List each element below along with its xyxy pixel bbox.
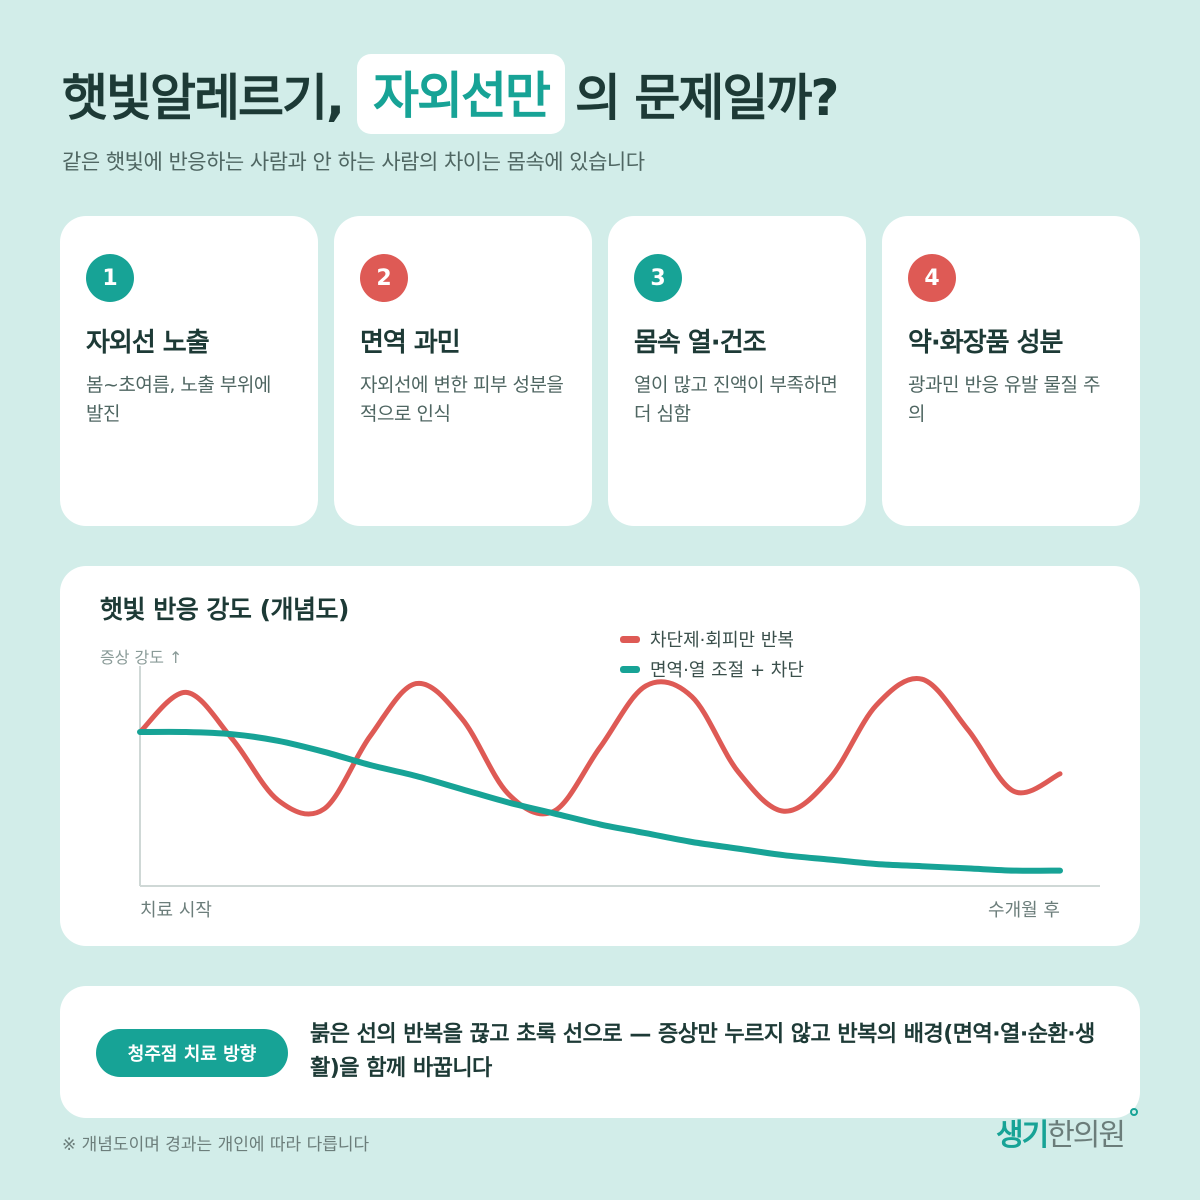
series-line-green: [137, 728, 1063, 874]
cause-card-4: 4 약·화장품 성분 광과민 반응 유발 물질 주의: [882, 216, 1140, 526]
clinic-logo: 생기한의원: [996, 1108, 1139, 1154]
treatment-label-pill: 청주점 치료 방향: [96, 1029, 288, 1077]
card-title: 약·화장품 성분: [908, 328, 1063, 358]
legend-label: 면역·열 조절 + 차단: [650, 660, 804, 681]
title-text-end: 의 문제일까?: [575, 69, 839, 127]
card-description: 열이 많고 진액이 부족하면 더 심함: [634, 374, 838, 425]
number-badge: 4: [908, 254, 956, 302]
logo-part-2: 한의원: [1047, 1118, 1126, 1153]
number-badge: 3: [634, 254, 682, 302]
x-axis-end-label: 수개월 후: [988, 900, 1060, 921]
cause-card-1: 1 자외선 노출 봄~초여름, 노출 부위에 발진: [60, 216, 318, 526]
number-badge: 1: [86, 254, 134, 302]
legend-swatch-green: [620, 665, 640, 673]
page-title: 햇빛알레르기, 자외선만 의 문제일까?: [62, 52, 839, 136]
treatment-description: 붉은 선의 반복을 끊고 초록 선으로 — 증상만 누르지 않고 반복의 배경(…: [310, 1022, 1095, 1081]
legend-swatch-red: [620, 635, 640, 643]
legend-label: 차단제·회피만 반복: [650, 630, 794, 651]
chart-card: 햇빛 반응 강도 (개념도) 증상 강도 ↑ 차단제·회피만 반복 면역·열 조…: [60, 566, 1140, 946]
logo-dot-icon: [1130, 1108, 1139, 1116]
cause-card-2: 2 면역 과민 자외선에 변한 피부 성분을 적으로 인식: [334, 216, 592, 526]
title-text: 햇빛알레르기,: [62, 69, 345, 127]
legend-item-red: 차단제·회피만 반복: [620, 624, 804, 654]
page-subtitle: 같은 햇빛에 반응하는 사람과 안 하는 사람의 차이는 몸속에 있습니다: [62, 150, 645, 174]
card-title: 몸속 열·건조: [634, 328, 767, 358]
chart-legend: 차단제·회피만 반복 면역·열 조절 + 차단: [620, 624, 804, 684]
legend-item-green: 면역·열 조절 + 차단: [620, 654, 804, 684]
card-description: 광과민 반응 유발 물질 주의: [908, 374, 1100, 425]
chart-title: 햇빛 반응 강도 (개념도): [100, 595, 349, 624]
treatment-direction-card: 청주점 치료 방향 붉은 선의 반복을 끊고 초록 선으로 — 증상만 누르지 …: [60, 986, 1140, 1118]
number-badge: 2: [360, 254, 408, 302]
card-description: 자외선에 변한 피부 성분을 적으로 인식: [360, 374, 564, 425]
series-line-red: [137, 676, 1063, 817]
chart-plot: [137, 666, 1100, 887]
card-title: 자외선 노출: [86, 328, 210, 358]
card-title: 면역 과민: [360, 328, 461, 358]
cause-card-3: 3 몸속 열·건조 열이 많고 진액이 부족하면 더 심함: [608, 216, 866, 526]
footnote: ※ 개념도이며 경과는 개인에 따라 다릅니다: [62, 1135, 370, 1155]
logo-part-1: 생기: [996, 1118, 1049, 1153]
title-highlight: 자외선만: [357, 54, 565, 134]
y-axis-label: 증상 강도 ↑: [100, 648, 183, 667]
x-axis-start-label: 치료 시작: [140, 900, 212, 921]
card-description: 봄~초여름, 노출 부위에 발진: [86, 374, 271, 425]
